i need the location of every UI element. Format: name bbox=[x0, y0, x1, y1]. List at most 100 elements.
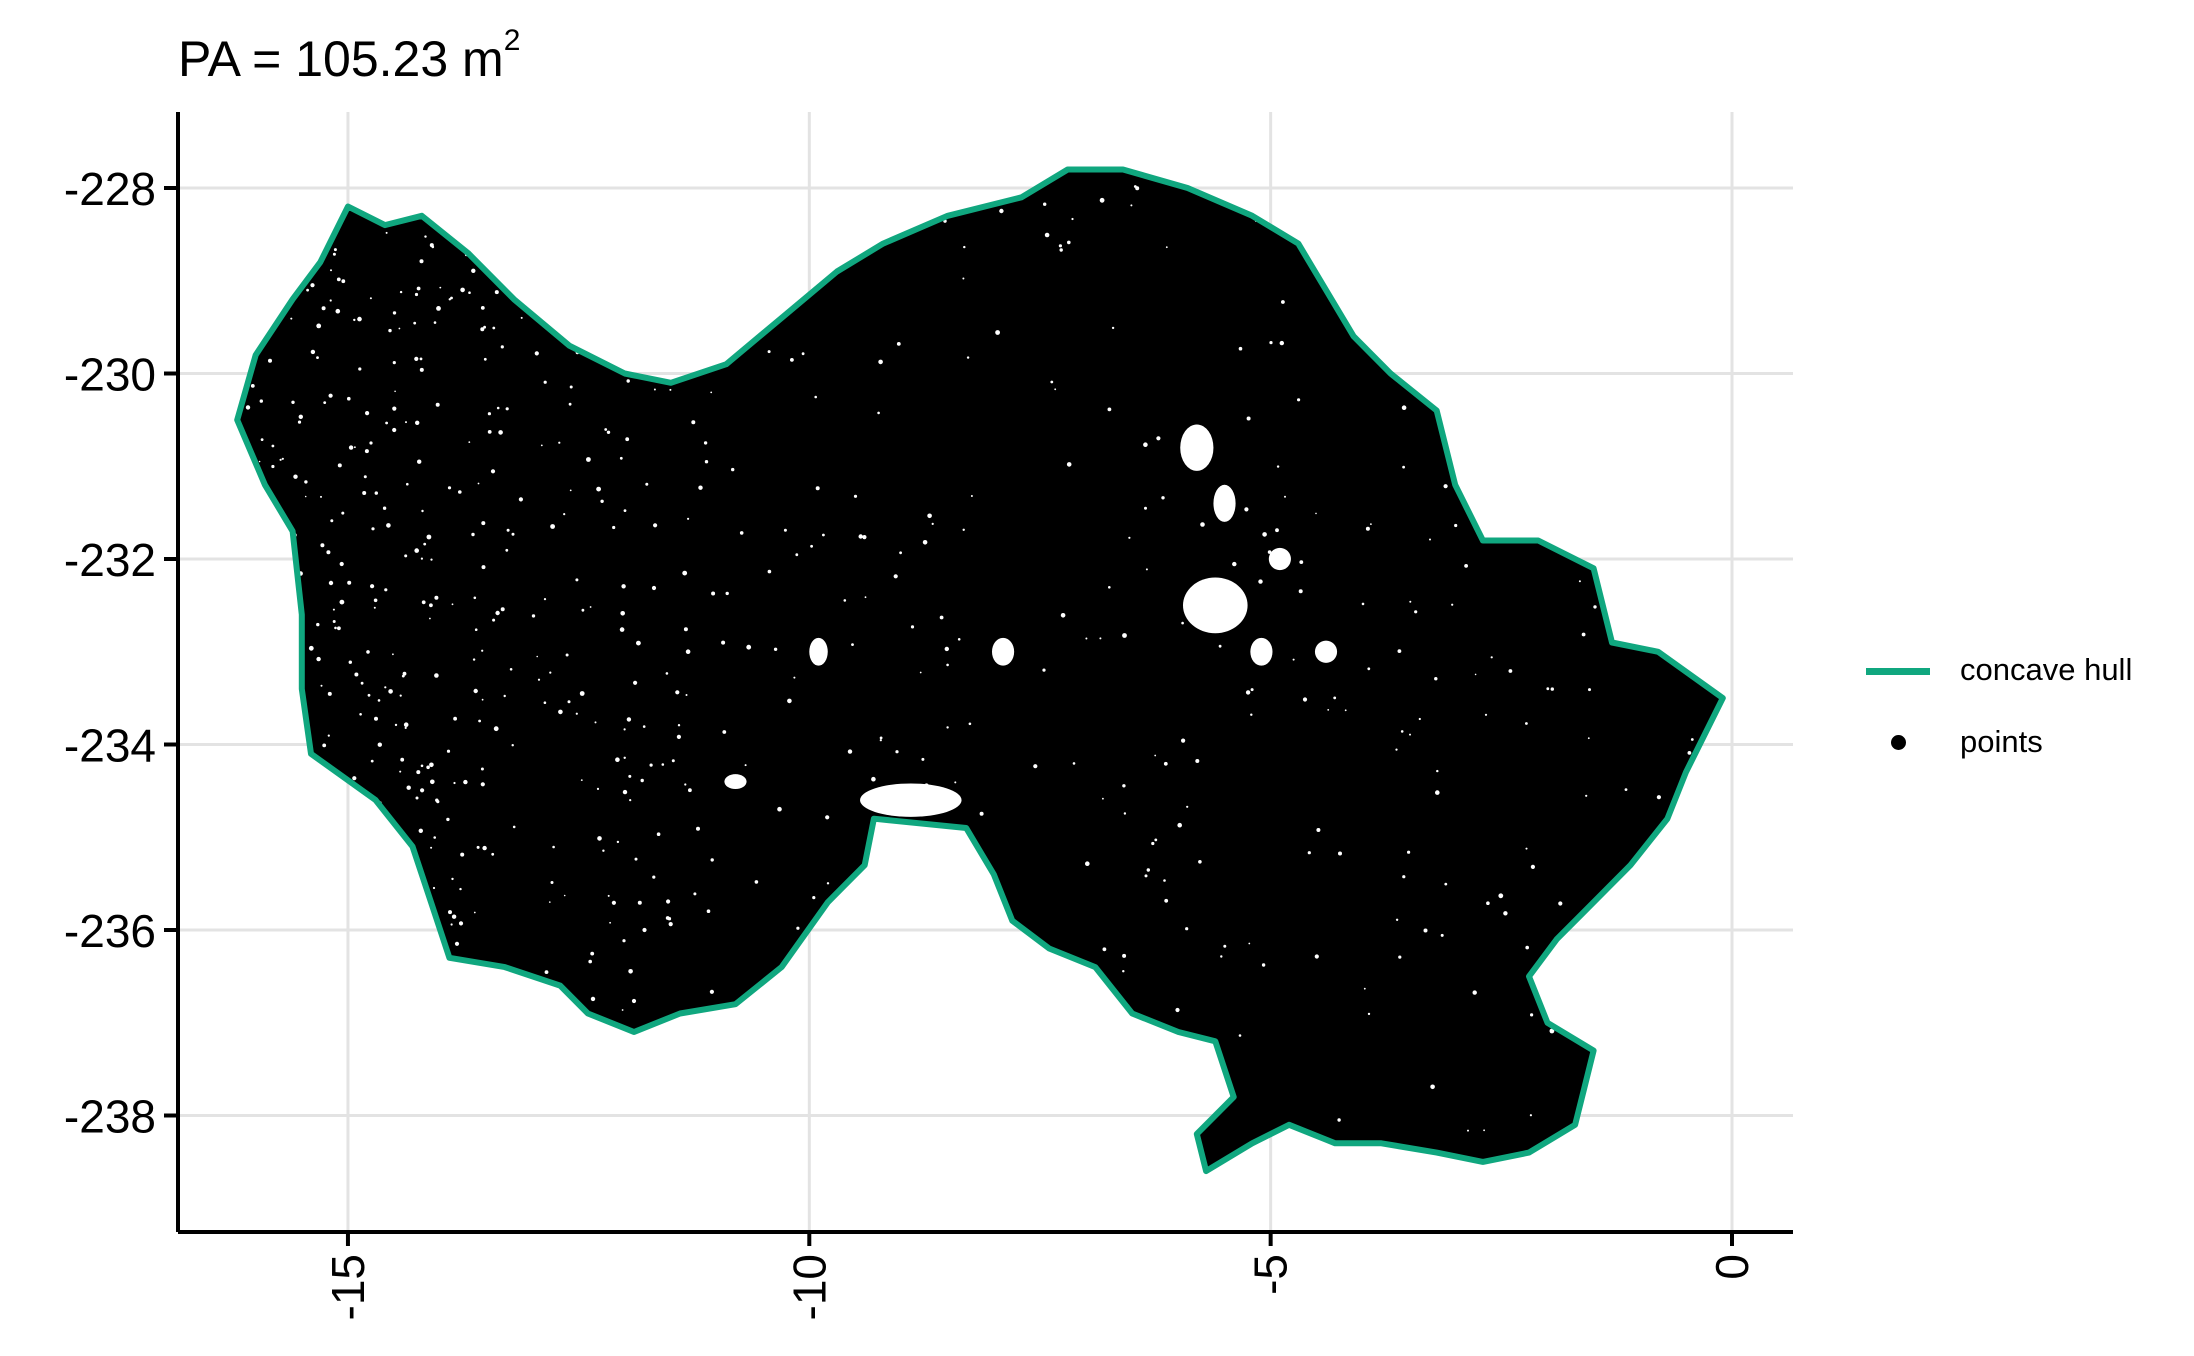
point-gap-speck bbox=[591, 252, 594, 255]
point-gap-speck bbox=[1045, 1128, 1051, 1134]
point-gap-speck bbox=[1292, 658, 1295, 661]
point-gap-speck bbox=[1501, 329, 1503, 332]
point-gap-speck bbox=[365, 1079, 368, 1082]
point-gap-speck bbox=[305, 1009, 308, 1013]
point-gap-speck bbox=[264, 243, 267, 246]
point-gap-speck bbox=[653, 388, 656, 391]
point-gap-speck bbox=[711, 591, 716, 596]
point-gap-speck bbox=[367, 975, 372, 979]
point-gap-speck bbox=[339, 877, 345, 882]
point-gap-speck bbox=[418, 893, 423, 898]
point-gap-speck bbox=[273, 1030, 277, 1034]
point-gap-speck bbox=[388, 983, 391, 987]
point-gap-speck bbox=[435, 402, 440, 407]
point-gap-speck bbox=[339, 882, 342, 885]
point-gap-speck bbox=[1033, 1051, 1036, 1054]
point-gap-speck bbox=[377, 1026, 382, 1031]
point-gap-speck bbox=[822, 533, 825, 537]
point-gap-8 bbox=[991, 637, 1015, 666]
point-gap-speck bbox=[1650, 596, 1655, 601]
point-gap-speck bbox=[1409, 733, 1411, 736]
point-gap-speck bbox=[586, 457, 591, 462]
point-gap-speck bbox=[1558, 901, 1563, 906]
point-gap-speck bbox=[260, 812, 264, 816]
point-gap-speck bbox=[747, 1100, 752, 1106]
point-gap-speck bbox=[237, 631, 240, 635]
point-gap-speck bbox=[558, 709, 563, 715]
point-gap-speck bbox=[1261, 963, 1266, 967]
point-gap-speck bbox=[481, 698, 484, 701]
point-gap-speck bbox=[1258, 579, 1263, 584]
point-gap-speck bbox=[900, 964, 904, 969]
point-gap-speck bbox=[436, 800, 440, 804]
y-tick-label-2: -232 bbox=[64, 534, 156, 586]
point-gap-speck bbox=[793, 676, 796, 679]
y-tick-label-0: -228 bbox=[64, 163, 156, 215]
point-gap-speck bbox=[363, 475, 367, 479]
point-gap-speck bbox=[438, 985, 441, 989]
hull-layer bbox=[234, 166, 1726, 1175]
point-gap-speck bbox=[298, 760, 303, 766]
point-gap-speck bbox=[982, 1135, 985, 1139]
point-gap-speck bbox=[1624, 788, 1628, 791]
point-gap-speck bbox=[384, 686, 387, 689]
point-gap-speck bbox=[480, 767, 484, 771]
point-gap-speck bbox=[407, 996, 412, 1002]
point-gap-speck bbox=[256, 177, 261, 182]
point-gap-speck bbox=[365, 411, 370, 416]
point-gap-speck bbox=[403, 722, 409, 727]
point-gap-speck bbox=[1414, 610, 1418, 614]
point-gap-speck bbox=[1054, 388, 1057, 391]
point-gap-speck bbox=[589, 606, 592, 608]
point-gap-speck bbox=[436, 998, 439, 1002]
point-gap-speck bbox=[402, 1023, 404, 1026]
point-gap-speck bbox=[388, 689, 393, 694]
point-gap-speck bbox=[591, 1032, 596, 1037]
point-gap-speck bbox=[341, 279, 346, 284]
point-gap-speck bbox=[1578, 580, 1581, 583]
point-gap-speck bbox=[483, 357, 487, 361]
point-gap-speck bbox=[420, 764, 424, 768]
point-gap-speck bbox=[668, 922, 673, 927]
point-gap-speck bbox=[598, 1087, 604, 1093]
point-gap-speck bbox=[473, 911, 476, 914]
point-gap-speck bbox=[731, 467, 735, 472]
point-gap-speck bbox=[622, 789, 628, 795]
point-gap-speck bbox=[704, 190, 707, 193]
point-gap-speck bbox=[822, 1075, 824, 1077]
point-gap-speck bbox=[310, 349, 316, 355]
point-gap-speck bbox=[710, 858, 714, 862]
point-gap-speck bbox=[275, 772, 280, 776]
point-gap-speck bbox=[242, 450, 246, 455]
point-gap-speck bbox=[290, 317, 293, 320]
point-gap-speck bbox=[1262, 532, 1267, 537]
point-gap-speck bbox=[373, 598, 378, 603]
point-gap-speck bbox=[867, 196, 870, 199]
point-gap-speck bbox=[1154, 754, 1157, 757]
point-gap-speck bbox=[530, 998, 533, 1000]
point-gap-speck bbox=[754, 880, 759, 884]
point-gap-speck bbox=[252, 1103, 257, 1107]
point-gap-speck bbox=[433, 836, 437, 839]
point-gap-speck bbox=[1584, 387, 1589, 392]
point-gap-speck bbox=[445, 1049, 448, 1052]
point-gap-speck bbox=[384, 588, 388, 592]
point-gap-speck bbox=[312, 234, 317, 239]
point-gap-speck bbox=[297, 975, 299, 977]
point-gap-speck bbox=[1128, 1116, 1133, 1121]
point-gap-speck bbox=[472, 1119, 475, 1122]
point-gap-speck bbox=[1164, 898, 1169, 903]
point-gap-speck bbox=[604, 428, 608, 431]
point-gap-speck bbox=[1151, 841, 1155, 846]
point-gap-speck bbox=[1609, 481, 1614, 486]
point-gap-speck bbox=[1067, 240, 1071, 245]
point-gap-speck bbox=[710, 207, 714, 211]
point-gap-speck bbox=[666, 899, 671, 904]
point-gap-speck bbox=[353, 811, 357, 814]
point-gap-speck bbox=[1298, 589, 1303, 594]
point-gap-speck bbox=[642, 927, 647, 933]
legend: concave hull points bbox=[1866, 638, 2186, 782]
point-gap-speck bbox=[896, 342, 901, 346]
point-gap-speck bbox=[620, 611, 625, 616]
point-gap-speck bbox=[339, 599, 345, 605]
